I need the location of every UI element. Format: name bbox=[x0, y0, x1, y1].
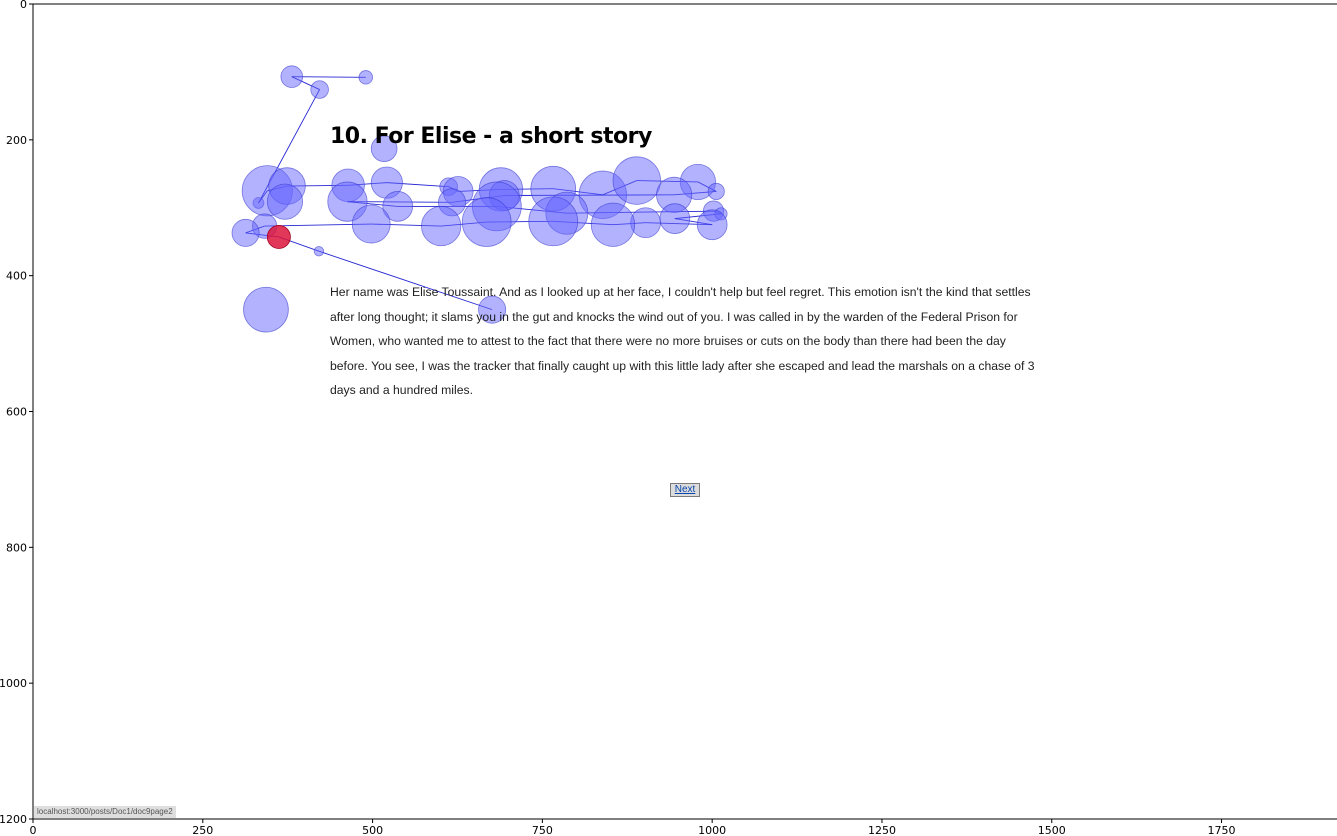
fixation-point bbox=[280, 65, 304, 88]
fixation-point bbox=[612, 156, 661, 205]
fixation-point bbox=[231, 218, 260, 247]
y-tick-label: 200 bbox=[6, 134, 27, 147]
current-fixation-layer bbox=[266, 225, 291, 249]
fixation-point bbox=[310, 80, 329, 99]
fixation-point bbox=[243, 286, 289, 333]
y-tick-label: 400 bbox=[6, 270, 27, 283]
fixation-point bbox=[351, 204, 391, 244]
fixation-point bbox=[313, 246, 325, 257]
scanpath-segment bbox=[291, 76, 366, 78]
y-tick-label: 1200 bbox=[0, 813, 27, 826]
y-tick-label: 600 bbox=[6, 406, 27, 419]
fixation-point bbox=[659, 203, 691, 234]
fixation-point bbox=[266, 183, 304, 220]
fixation-point bbox=[590, 202, 636, 247]
fixation-point bbox=[370, 135, 398, 162]
fixation-point bbox=[478, 295, 507, 324]
status-bar-url: localhost:3000/posts/Doc1/doc9page2 bbox=[34, 806, 176, 818]
story-body-text: Her name was Elise Toussaint. And as I l… bbox=[330, 285, 1035, 397]
x-tick-label: 500 bbox=[362, 824, 383, 836]
x-tick-label: 250 bbox=[192, 824, 213, 836]
fixation-point bbox=[528, 196, 579, 247]
fixation-point bbox=[707, 182, 725, 201]
page-title: 10. For Elise - a short story bbox=[330, 124, 652, 149]
current-fixation-point bbox=[266, 225, 291, 249]
fixation-point bbox=[696, 209, 728, 241]
next-button[interactable]: Next bbox=[670, 483, 700, 497]
scanpath-segment bbox=[318, 250, 493, 311]
fixation-point bbox=[382, 191, 414, 222]
x-tick-label: 1750 bbox=[1208, 824, 1236, 836]
fixation-point bbox=[358, 70, 373, 85]
fixation-point bbox=[630, 207, 661, 239]
x-tick-label: 750 bbox=[532, 824, 553, 836]
x-tick-label: 1500 bbox=[1038, 824, 1066, 836]
fixation-point bbox=[461, 197, 512, 247]
y-tick-label: 1000 bbox=[0, 677, 27, 690]
x-tick-label: 1000 bbox=[698, 824, 726, 836]
y-tick-label: 0 bbox=[20, 0, 27, 11]
x-tick-label: 0 bbox=[30, 824, 37, 836]
fixation-point bbox=[421, 205, 462, 247]
fixation-points bbox=[231, 65, 728, 333]
y-tick-label: 800 bbox=[6, 541, 27, 554]
x-tick-label: 1250 bbox=[868, 824, 896, 836]
